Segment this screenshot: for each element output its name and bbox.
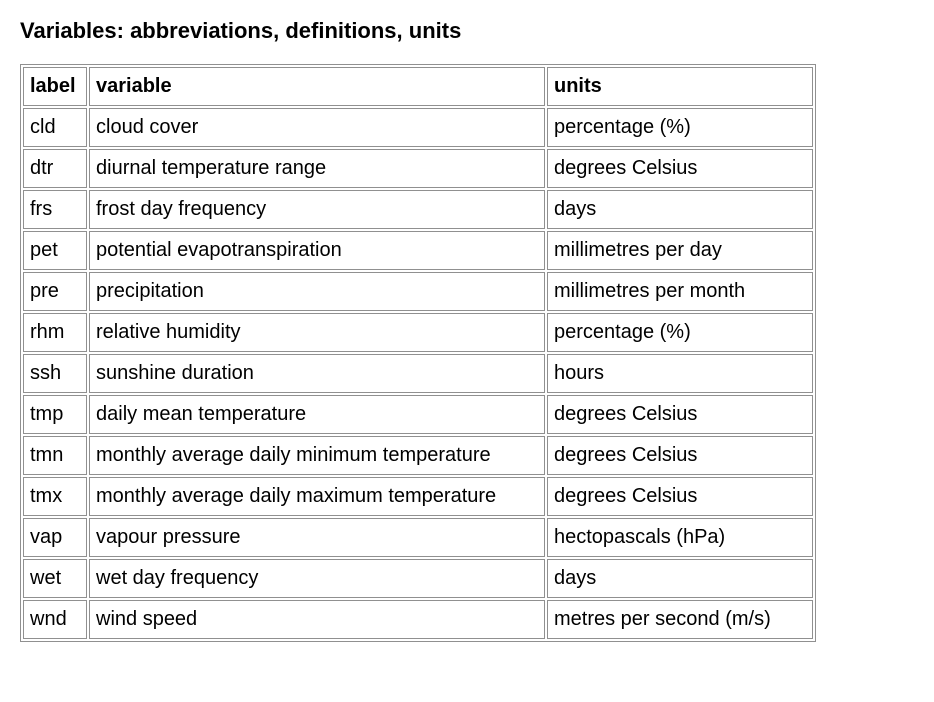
cell-units: days	[547, 190, 813, 229]
cell-variable: precipitation	[89, 272, 545, 311]
cell-units: degrees Celsius	[547, 395, 813, 434]
cell-variable: cloud cover	[89, 108, 545, 147]
cell-variable: wet day frequency	[89, 559, 545, 598]
table-row: ssh sunshine duration hours	[23, 354, 813, 393]
table-header-row: label variable units	[23, 67, 813, 106]
cell-variable: potential evapotranspiration	[89, 231, 545, 270]
cell-units: hectopascals (hPa)	[547, 518, 813, 557]
table-row: wnd wind speed metres per second (m/s)	[23, 600, 813, 639]
table-row: tmp daily mean temperature degrees Celsi…	[23, 395, 813, 434]
cell-units: days	[547, 559, 813, 598]
cell-variable: wind speed	[89, 600, 545, 639]
col-header-variable: variable	[89, 67, 545, 106]
cell-variable: sunshine duration	[89, 354, 545, 393]
table-row: tmx monthly average daily maximum temper…	[23, 477, 813, 516]
cell-units: degrees Celsius	[547, 477, 813, 516]
cell-variable: daily mean temperature	[89, 395, 545, 434]
cell-units: percentage (%)	[547, 108, 813, 147]
table-row: pre precipitation millimetres per month	[23, 272, 813, 311]
cell-units: degrees Celsius	[547, 436, 813, 475]
cell-label: pre	[23, 272, 87, 311]
cell-units: hours	[547, 354, 813, 393]
cell-units: degrees Celsius	[547, 149, 813, 188]
cell-label: cld	[23, 108, 87, 147]
cell-units: millimetres per day	[547, 231, 813, 270]
cell-variable: diurnal temperature range	[89, 149, 545, 188]
cell-label: tmp	[23, 395, 87, 434]
cell-label: tmn	[23, 436, 87, 475]
cell-label: rhm	[23, 313, 87, 352]
table-row: wet wet day frequency days	[23, 559, 813, 598]
cell-units: percentage (%)	[547, 313, 813, 352]
page-title: Variables: abbreviations, definitions, u…	[20, 18, 914, 44]
table-row: tmn monthly average daily minimum temper…	[23, 436, 813, 475]
cell-label: tmx	[23, 477, 87, 516]
cell-label: dtr	[23, 149, 87, 188]
table-row: dtr diurnal temperature range degrees Ce…	[23, 149, 813, 188]
table-row: frs frost day frequency days	[23, 190, 813, 229]
cell-label: vap	[23, 518, 87, 557]
table-row: cld cloud cover percentage (%)	[23, 108, 813, 147]
cell-variable: monthly average daily maximum temperatur…	[89, 477, 545, 516]
col-header-label: label	[23, 67, 87, 106]
variables-table: label variable units cld cloud cover per…	[20, 64, 816, 642]
table-row: vap vapour pressure hectopascals (hPa)	[23, 518, 813, 557]
cell-units: millimetres per month	[547, 272, 813, 311]
cell-label: frs	[23, 190, 87, 229]
cell-label: pet	[23, 231, 87, 270]
table-row: pet potential evapotranspiration millime…	[23, 231, 813, 270]
col-header-units: units	[547, 67, 813, 106]
cell-label: wet	[23, 559, 87, 598]
cell-variable: vapour pressure	[89, 518, 545, 557]
table-row: rhm relative humidity percentage (%)	[23, 313, 813, 352]
cell-variable: frost day frequency	[89, 190, 545, 229]
cell-variable: monthly average daily minimum temperatur…	[89, 436, 545, 475]
cell-label: wnd	[23, 600, 87, 639]
cell-units: metres per second (m/s)	[547, 600, 813, 639]
cell-variable: relative humidity	[89, 313, 545, 352]
cell-label: ssh	[23, 354, 87, 393]
